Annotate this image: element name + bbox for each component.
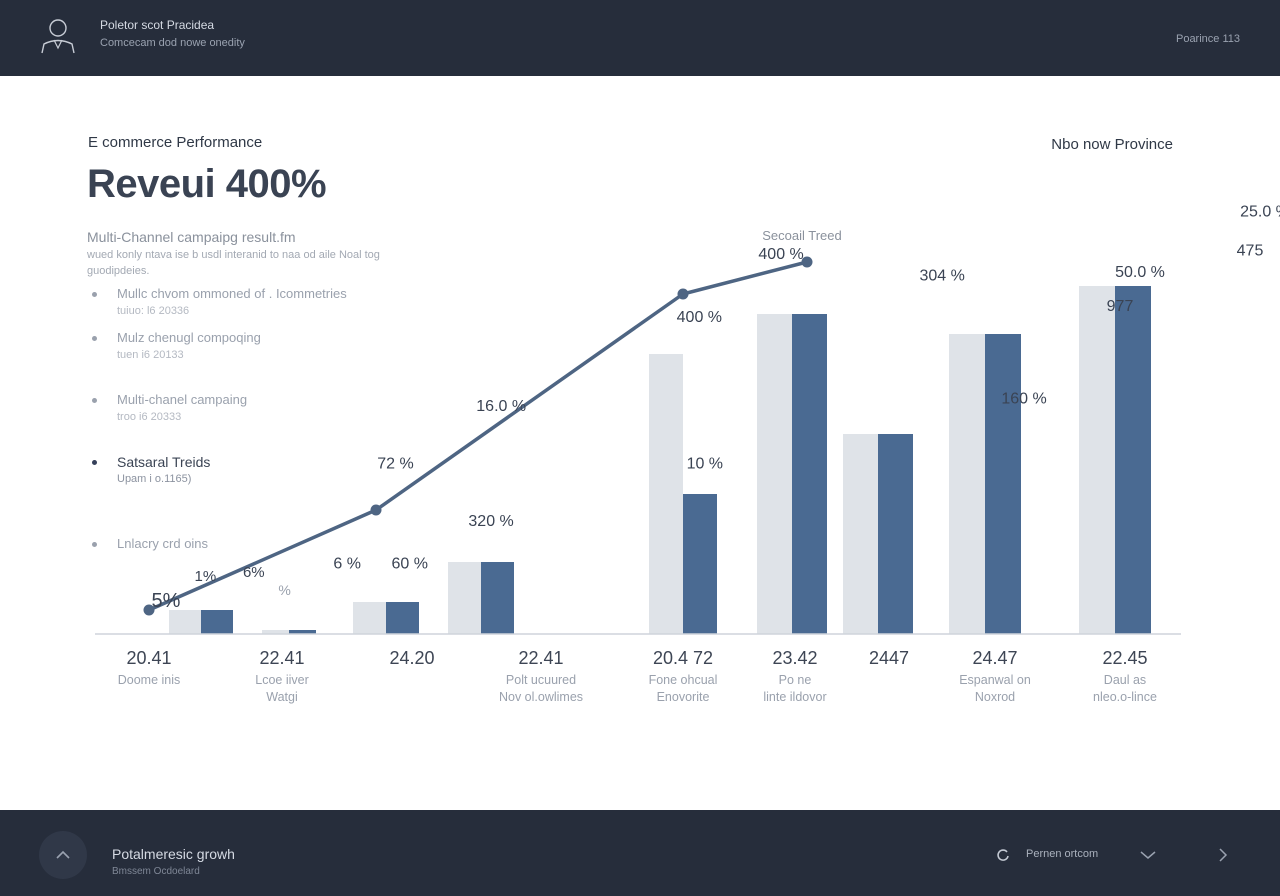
description-title: Multi-Channel campaipg result.fm xyxy=(87,229,296,245)
header-title: Poletor scot Pracidea xyxy=(100,18,215,32)
data-label: 60 % xyxy=(392,555,428,572)
footer-title: Potalmeresic growh xyxy=(112,846,235,862)
data-label: 400 % xyxy=(758,246,803,263)
bar-dark xyxy=(481,562,514,634)
category-label: Watgi xyxy=(266,690,298,704)
category-label: Doome inis xyxy=(118,673,181,687)
bar-light xyxy=(649,354,683,634)
data-label: 400 % xyxy=(677,309,722,326)
chevron-right-icon[interactable] xyxy=(1216,847,1230,863)
trend-point xyxy=(801,256,813,268)
category-label: nleo.o-lince xyxy=(1093,690,1157,704)
bullet-subtitle: tuen i6 20133 xyxy=(117,349,184,361)
data-label: 977 xyxy=(1107,298,1134,315)
data-label: 72 % xyxy=(377,455,413,472)
bar-dark xyxy=(386,602,419,634)
bar-dark xyxy=(985,334,1021,634)
bar-dark xyxy=(792,314,827,634)
chevron-up-icon xyxy=(56,850,70,859)
bullet-dot-icon xyxy=(92,542,97,547)
x-tick-label: 22.41 xyxy=(259,648,304,668)
category-label: Fone ohcual xyxy=(649,673,718,687)
slide-content: Secoail Treed 20.41 Doome inis 22.41 Lcoe ii… xyxy=(0,76,1280,810)
data-label: 50.0 % xyxy=(1115,264,1165,281)
bullet-title: Mulz chenugl compoqing xyxy=(117,330,261,345)
bar-light xyxy=(757,314,792,634)
data-label: 1% xyxy=(195,568,217,585)
category-label: Nov ol.owlimes xyxy=(499,690,583,704)
bar-light xyxy=(949,334,985,634)
bar-dark xyxy=(201,610,233,634)
bar-dark xyxy=(683,494,717,634)
trend-point xyxy=(143,604,155,616)
user-avatar-icon[interactable] xyxy=(38,15,78,55)
category-label: Noxrod xyxy=(975,690,1015,704)
data-label: 25.0 % xyxy=(1240,203,1280,220)
data-label: 10 % xyxy=(687,455,723,472)
bullet-title: Lnlacry crd oins xyxy=(117,536,209,551)
bullet-dot-icon xyxy=(92,460,97,465)
x-tick-label: 20.4 72 xyxy=(653,648,713,668)
refresh-icon[interactable] xyxy=(996,848,1010,862)
x-tick-label: 23.42 xyxy=(772,648,817,668)
data-label: 5% xyxy=(152,590,181,612)
footer-subtitle: Bmssem Ocdoelard xyxy=(112,866,200,877)
bullet-title: Multi-chanel campaing xyxy=(117,392,248,407)
bar-light xyxy=(843,434,878,634)
chevron-down-icon[interactable] xyxy=(1139,848,1157,862)
x-tick-label: 24.20 xyxy=(389,648,434,668)
category-label: Daul as xyxy=(1104,673,1146,687)
bullet-dot-icon xyxy=(92,336,97,341)
data-label: 16.0 % xyxy=(476,398,526,415)
category-label: linte ildovor xyxy=(763,690,826,704)
x-tick-label: 22.41 xyxy=(518,648,563,668)
category-label: Lcoe iiver xyxy=(255,673,309,687)
category-label: Po ne xyxy=(779,673,812,687)
x-tick-label: 22.45 xyxy=(1102,648,1147,668)
eyebrow-label: E commerce Performance xyxy=(88,134,263,151)
trend-point xyxy=(677,288,689,300)
bullet-subtitle: Upam i o.1165) xyxy=(117,473,192,485)
category-label: Polt ucuured xyxy=(506,673,576,687)
footer-option-label[interactable]: Pernen ortcom xyxy=(1026,848,1099,860)
data-label: 304 % xyxy=(920,267,965,284)
trend-line xyxy=(148,260,808,612)
category-label: Enovorite xyxy=(657,690,710,704)
bullet-dot-icon xyxy=(92,398,97,403)
bullet-dot-icon xyxy=(92,292,97,297)
app-header: Poletor scot Pracidea Comcecam dod nowe … xyxy=(0,0,1280,76)
bullet-subtitle: troo i6 20333 xyxy=(117,411,182,423)
bullet-title: Satsaral Treids xyxy=(117,454,211,470)
category-label: Espanwal on xyxy=(959,673,1031,687)
trend-point xyxy=(370,504,382,516)
bar-light xyxy=(169,610,201,634)
data-label: 6 % xyxy=(333,555,361,572)
bar-light xyxy=(448,562,481,634)
x-tick-label: 20.41 xyxy=(126,648,171,668)
bar-light xyxy=(353,602,386,634)
bar-light xyxy=(262,630,289,634)
data-label: 160 % xyxy=(1001,391,1046,408)
app-footer: Potalmeresic growh Bmssem Ocdoelard Pern… xyxy=(0,810,1280,896)
region-label: Nbo now Province xyxy=(1051,136,1173,153)
revenue-chart: Secoail Treed 20.41 Doome inis 22.41 Lcoe ii… xyxy=(95,203,1280,704)
bullet-subtitle: tuiuo: l6 20336 xyxy=(117,305,190,317)
scroll-up-button[interactable] xyxy=(39,831,87,879)
x-tick-label: 2447 xyxy=(869,648,909,668)
bar-light xyxy=(1079,286,1115,634)
header-page-indicator: Poarince 113 xyxy=(1175,33,1240,45)
page-title: Reveui 400% xyxy=(87,162,327,206)
data-label: 320 % xyxy=(468,513,513,530)
header-subtitle: Comcecam dod nowe onedity xyxy=(100,37,245,49)
bar-dark xyxy=(1115,286,1151,634)
data-label: % xyxy=(278,582,290,598)
chart-title: Secoail Treed xyxy=(762,228,842,243)
description-body: wued konly ntava ise b usdl interanid to… xyxy=(87,249,380,277)
bar-dark xyxy=(878,434,913,634)
bullet-title: Mullc chvom ommoned of . Icommetries xyxy=(117,286,347,301)
bar-dark xyxy=(289,630,316,634)
data-label: 6% xyxy=(243,564,265,581)
x-tick-label: 24.47 xyxy=(972,648,1017,668)
data-label: 475 xyxy=(1237,243,1264,260)
